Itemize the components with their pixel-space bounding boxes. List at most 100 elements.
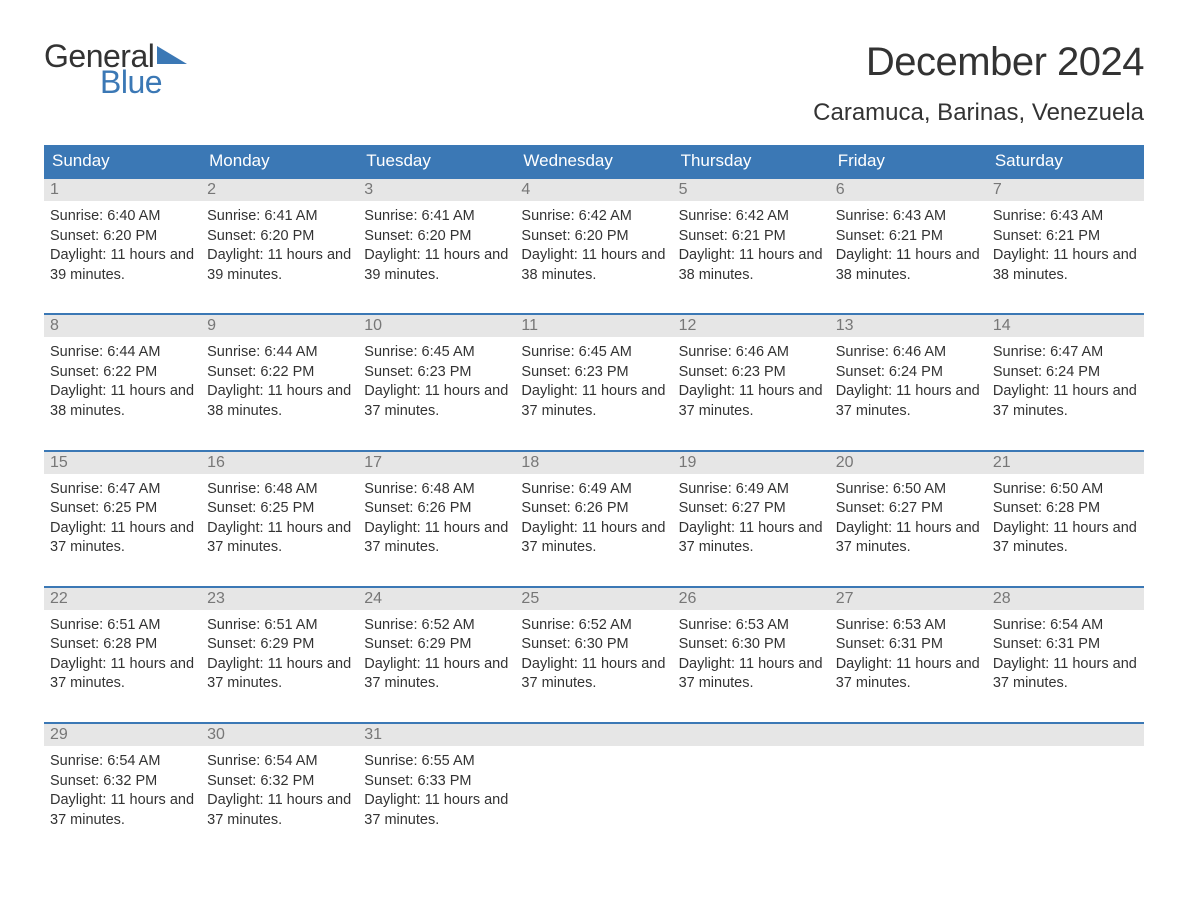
daylight-line: Daylight: 11 hours and 39 minutes. bbox=[207, 246, 352, 285]
day-number: 11 bbox=[515, 315, 672, 337]
calendar-day-cell: 15Sunrise: 6:47 AMSunset: 6:25 PMDayligh… bbox=[44, 452, 201, 562]
sunset-line: Sunset: 6:28 PM bbox=[50, 635, 195, 655]
calendar-week-row: 1Sunrise: 6:40 AMSunset: 6:20 PMDaylight… bbox=[44, 177, 1144, 289]
day-number: 27 bbox=[830, 588, 987, 610]
sunset-line: Sunset: 6:33 PM bbox=[364, 772, 509, 792]
day-number: 30 bbox=[201, 724, 358, 746]
day-number: 7 bbox=[987, 179, 1144, 201]
day-number: 20 bbox=[830, 452, 987, 474]
daylight-line: Daylight: 11 hours and 39 minutes. bbox=[364, 246, 509, 285]
weekday-header: Saturday bbox=[987, 145, 1144, 177]
sunrise-line: Sunrise: 6:47 AM bbox=[50, 480, 195, 500]
day-number: . bbox=[673, 724, 830, 746]
day-number: 19 bbox=[673, 452, 830, 474]
calendar-day-cell: 31Sunrise: 6:55 AMSunset: 6:33 PMDayligh… bbox=[358, 724, 515, 834]
day-number: 31 bbox=[358, 724, 515, 746]
day-details: Sunrise: 6:45 AMSunset: 6:23 PMDaylight:… bbox=[515, 337, 672, 425]
day-number: 23 bbox=[201, 588, 358, 610]
sunrise-line: Sunrise: 6:49 AM bbox=[521, 480, 666, 500]
day-details: Sunrise: 6:52 AMSunset: 6:30 PMDaylight:… bbox=[515, 610, 672, 698]
daylight-line: Daylight: 11 hours and 37 minutes. bbox=[679, 519, 824, 558]
daylight-line: Daylight: 11 hours and 37 minutes. bbox=[836, 519, 981, 558]
sunset-line: Sunset: 6:32 PM bbox=[50, 772, 195, 792]
sunrise-line: Sunrise: 6:53 AM bbox=[836, 616, 981, 636]
day-details: Sunrise: 6:53 AMSunset: 6:30 PMDaylight:… bbox=[673, 610, 830, 698]
day-number: 17 bbox=[358, 452, 515, 474]
day-details: Sunrise: 6:50 AMSunset: 6:28 PMDaylight:… bbox=[987, 474, 1144, 562]
calendar-day-cell: 1Sunrise: 6:40 AMSunset: 6:20 PMDaylight… bbox=[44, 179, 201, 289]
calendar-day-cell: 2Sunrise: 6:41 AMSunset: 6:20 PMDaylight… bbox=[201, 179, 358, 289]
day-number: 24 bbox=[358, 588, 515, 610]
day-number: 14 bbox=[987, 315, 1144, 337]
calendar-day-cell: 24Sunrise: 6:52 AMSunset: 6:29 PMDayligh… bbox=[358, 588, 515, 698]
weekday-header: Sunday bbox=[44, 145, 201, 177]
day-details: Sunrise: 6:41 AMSunset: 6:20 PMDaylight:… bbox=[358, 201, 515, 289]
month-title: December 2024 bbox=[813, 40, 1144, 85]
sunset-line: Sunset: 6:24 PM bbox=[993, 363, 1138, 383]
sunset-line: Sunset: 6:25 PM bbox=[50, 499, 195, 519]
day-number: 6 bbox=[830, 179, 987, 201]
sunset-line: Sunset: 6:28 PM bbox=[993, 499, 1138, 519]
calendar-day-cell: 14Sunrise: 6:47 AMSunset: 6:24 PMDayligh… bbox=[987, 315, 1144, 425]
daylight-line: Daylight: 11 hours and 37 minutes. bbox=[364, 382, 509, 421]
sunrise-line: Sunrise: 6:54 AM bbox=[993, 616, 1138, 636]
calendar-day-cell: 11Sunrise: 6:45 AMSunset: 6:23 PMDayligh… bbox=[515, 315, 672, 425]
calendar-day-cell: 13Sunrise: 6:46 AMSunset: 6:24 PMDayligh… bbox=[830, 315, 987, 425]
sunrise-line: Sunrise: 6:51 AM bbox=[207, 616, 352, 636]
daylight-line: Daylight: 11 hours and 37 minutes. bbox=[207, 655, 352, 694]
day-details: Sunrise: 6:49 AMSunset: 6:26 PMDaylight:… bbox=[515, 474, 672, 562]
day-details: Sunrise: 6:48 AMSunset: 6:26 PMDaylight:… bbox=[358, 474, 515, 562]
calendar-week-row: 22Sunrise: 6:51 AMSunset: 6:28 PMDayligh… bbox=[44, 586, 1144, 698]
day-details: Sunrise: 6:46 AMSunset: 6:24 PMDaylight:… bbox=[830, 337, 987, 425]
sunrise-line: Sunrise: 6:42 AM bbox=[521, 207, 666, 227]
sunrise-line: Sunrise: 6:46 AM bbox=[679, 343, 824, 363]
day-details: Sunrise: 6:40 AMSunset: 6:20 PMDaylight:… bbox=[44, 201, 201, 289]
sunrise-line: Sunrise: 6:45 AM bbox=[521, 343, 666, 363]
day-details: Sunrise: 6:53 AMSunset: 6:31 PMDaylight:… bbox=[830, 610, 987, 698]
calendar-day-cell: 29Sunrise: 6:54 AMSunset: 6:32 PMDayligh… bbox=[44, 724, 201, 834]
title-block: December 2024 Caramuca, Barinas, Venezue… bbox=[813, 40, 1144, 127]
sunrise-line: Sunrise: 6:41 AM bbox=[364, 207, 509, 227]
sunrise-line: Sunrise: 6:43 AM bbox=[836, 207, 981, 227]
daylight-line: Daylight: 11 hours and 38 minutes. bbox=[993, 246, 1138, 285]
header: General Blue December 2024 Caramuca, Bar… bbox=[44, 40, 1144, 127]
day-number: 10 bbox=[358, 315, 515, 337]
daylight-line: Daylight: 11 hours and 37 minutes. bbox=[364, 655, 509, 694]
sunrise-line: Sunrise: 6:50 AM bbox=[836, 480, 981, 500]
sunset-line: Sunset: 6:29 PM bbox=[364, 635, 509, 655]
calendar-day-cell: 19Sunrise: 6:49 AMSunset: 6:27 PMDayligh… bbox=[673, 452, 830, 562]
calendar-week-row: 15Sunrise: 6:47 AMSunset: 6:25 PMDayligh… bbox=[44, 450, 1144, 562]
day-number: 2 bbox=[201, 179, 358, 201]
day-details: Sunrise: 6:44 AMSunset: 6:22 PMDaylight:… bbox=[44, 337, 201, 425]
sunrise-line: Sunrise: 6:40 AM bbox=[50, 207, 195, 227]
day-details: Sunrise: 6:47 AMSunset: 6:25 PMDaylight:… bbox=[44, 474, 201, 562]
day-number: 5 bbox=[673, 179, 830, 201]
daylight-line: Daylight: 11 hours and 38 minutes. bbox=[521, 246, 666, 285]
daylight-line: Daylight: 11 hours and 37 minutes. bbox=[993, 382, 1138, 421]
day-number: 15 bbox=[44, 452, 201, 474]
day-number: 4 bbox=[515, 179, 672, 201]
day-number: 8 bbox=[44, 315, 201, 337]
sunset-line: Sunset: 6:21 PM bbox=[679, 227, 824, 247]
calendar-day-cell: . bbox=[673, 724, 830, 834]
calendar-day-cell: 12Sunrise: 6:46 AMSunset: 6:23 PMDayligh… bbox=[673, 315, 830, 425]
daylight-line: Daylight: 11 hours and 38 minutes. bbox=[207, 382, 352, 421]
sunset-line: Sunset: 6:30 PM bbox=[679, 635, 824, 655]
sunset-line: Sunset: 6:26 PM bbox=[364, 499, 509, 519]
day-details: Sunrise: 6:48 AMSunset: 6:25 PMDaylight:… bbox=[201, 474, 358, 562]
calendar-day-cell: 22Sunrise: 6:51 AMSunset: 6:28 PMDayligh… bbox=[44, 588, 201, 698]
day-details: Sunrise: 6:42 AMSunset: 6:21 PMDaylight:… bbox=[673, 201, 830, 289]
daylight-line: Daylight: 11 hours and 37 minutes. bbox=[521, 519, 666, 558]
day-number: 3 bbox=[358, 179, 515, 201]
calendar-day-cell: 30Sunrise: 6:54 AMSunset: 6:32 PMDayligh… bbox=[201, 724, 358, 834]
sunset-line: Sunset: 6:21 PM bbox=[993, 227, 1138, 247]
sunrise-line: Sunrise: 6:50 AM bbox=[993, 480, 1138, 500]
brand-word-blue: Blue bbox=[100, 66, 187, 98]
day-details: Sunrise: 6:54 AMSunset: 6:31 PMDaylight:… bbox=[987, 610, 1144, 698]
day-number: 25 bbox=[515, 588, 672, 610]
sunrise-line: Sunrise: 6:51 AM bbox=[50, 616, 195, 636]
day-number: 21 bbox=[987, 452, 1144, 474]
day-number: 18 bbox=[515, 452, 672, 474]
calendar-day-cell: 3Sunrise: 6:41 AMSunset: 6:20 PMDaylight… bbox=[358, 179, 515, 289]
daylight-line: Daylight: 11 hours and 37 minutes. bbox=[207, 519, 352, 558]
